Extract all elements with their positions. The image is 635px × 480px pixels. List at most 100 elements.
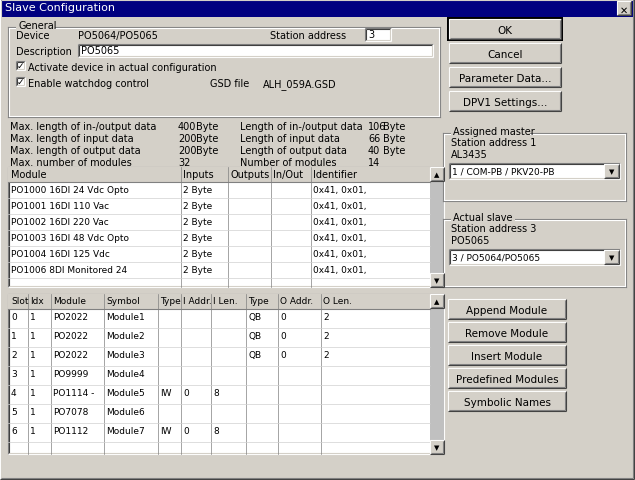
Text: 1: 1 [30,331,36,340]
Text: 1: 1 [30,388,36,397]
Text: 66: 66 [368,134,380,144]
Bar [447,18,563,42]
Text: ▼: ▼ [434,444,439,450]
Text: PO2022: PO2022 [53,350,88,359]
Text: Description: Description [16,47,72,57]
Text: Identifier: Identifier [313,169,357,180]
Text: ALH_059A.GSD: ALH_059A.GSD [263,79,337,90]
Text: Type: Type [248,296,269,305]
Text: Cancel: Cancel [487,50,523,60]
Bar [449,20,561,40]
Text: 1: 1 [30,407,36,416]
Text: Parameter Data...: Parameter Data... [458,74,551,84]
Text: I Len.: I Len. [213,296,237,305]
Text: Byte: Byte [383,134,405,144]
Text: Module7: Module7 [106,426,145,435]
Text: PO1003 16DI 48 Vdc Opto: PO1003 16DI 48 Vdc Opto [11,233,129,242]
Text: 2: 2 [323,312,329,321]
Text: PO5064/PO5065: PO5064/PO5065 [78,31,158,41]
Text: 2 Byte: 2 Byte [183,265,212,275]
Text: PO1006 8DI Monitored 24: PO1006 8DI Monitored 24 [11,265,127,275]
Text: Device: Device [16,31,50,41]
Bar [449,92,561,112]
Bar [365,29,391,42]
Text: Length of input data: Length of input data [240,134,340,144]
Text: Idx: Idx [30,296,44,305]
Text: In/Out: In/Out [273,169,303,180]
Text: Outputs: Outputs [230,169,269,180]
Bar [448,368,566,388]
Text: 0: 0 [280,312,286,321]
Text: Station address: Station address [270,31,346,41]
Text: O Addr.: O Addr. [280,296,313,305]
Bar [449,44,561,64]
Bar [78,45,433,58]
Text: Activate device in actual configuration: Activate device in actual configuration [28,63,217,73]
Text: Module4: Module4 [106,369,145,378]
Text: 0x41, 0x01,: 0x41, 0x01, [313,202,366,211]
Bar [451,212,515,222]
Text: Predefined Modules: Predefined Modules [456,374,558,384]
Text: Max. length of input data: Max. length of input data [10,134,133,144]
Text: Max. length of in-/output data: Max. length of in-/output data [10,122,156,132]
Text: 2 Byte: 2 Byte [183,233,212,242]
Bar [8,294,430,309]
Text: 6: 6 [11,426,17,435]
Text: 8: 8 [213,388,218,397]
Text: 2: 2 [323,331,329,340]
Text: PO7078: PO7078 [53,407,88,416]
Text: PO2022: PO2022 [53,331,88,340]
Text: I Addr.: I Addr. [183,296,211,305]
Text: 1: 1 [11,331,17,340]
Text: ✓: ✓ [17,61,23,71]
Bar [430,440,444,454]
Text: 2 Byte: 2 Byte [183,217,212,227]
Text: 2 Byte: 2 Byte [183,202,212,211]
Text: Max. length of output data: Max. length of output data [10,146,140,156]
Text: DPV1 Settings...: DPV1 Settings... [463,98,547,108]
Text: 1: 1 [30,350,36,359]
Text: Byte: Byte [383,122,405,132]
Bar [449,68,561,88]
Text: 14: 14 [368,157,380,168]
Text: PO1001 16DI 110 Vac: PO1001 16DI 110 Vac [11,202,109,211]
Text: Slot: Slot [11,296,29,305]
Text: Byte: Byte [383,146,405,156]
Text: ▲: ▲ [434,172,439,178]
Text: Actual slave: Actual slave [453,213,512,223]
Text: General: General [18,21,57,31]
Text: 200: 200 [178,146,196,156]
Text: Append Module: Append Module [467,305,547,315]
Text: ▼: ▼ [434,277,439,283]
Text: 1: 1 [30,426,36,435]
Text: Assigned master: Assigned master [453,127,535,137]
Bar [617,2,631,16]
Text: Module: Module [53,296,86,305]
Text: OK: OK [497,26,512,36]
Text: 0x41, 0x01,: 0x41, 0x01, [313,265,366,275]
Text: 0: 0 [11,312,17,321]
Text: Byte: Byte [196,134,218,144]
Bar [448,391,566,411]
Text: 400: 400 [178,122,196,132]
Text: IW: IW [160,426,171,435]
Text: Number of modules: Number of modules [240,157,337,168]
Text: PO2022: PO2022 [53,312,88,321]
Bar [0,0,635,18]
Text: QB: QB [248,350,261,359]
Bar [16,78,25,87]
Text: PO5065: PO5065 [451,236,490,245]
Text: Insert Module: Insert Module [471,351,542,361]
Bar [16,20,55,30]
Text: PO5065: PO5065 [81,46,119,56]
Text: Station address 3: Station address 3 [451,224,537,233]
Text: 2: 2 [323,350,329,359]
Text: 40: 40 [368,146,380,156]
Text: 4: 4 [11,388,17,397]
Text: Symbolic Names: Symbolic Names [464,397,551,407]
Text: 3: 3 [368,30,374,40]
Text: Byte: Byte [196,122,218,132]
Bar [448,300,566,319]
Text: Module: Module [11,169,46,180]
Text: PO9999: PO9999 [53,369,88,378]
